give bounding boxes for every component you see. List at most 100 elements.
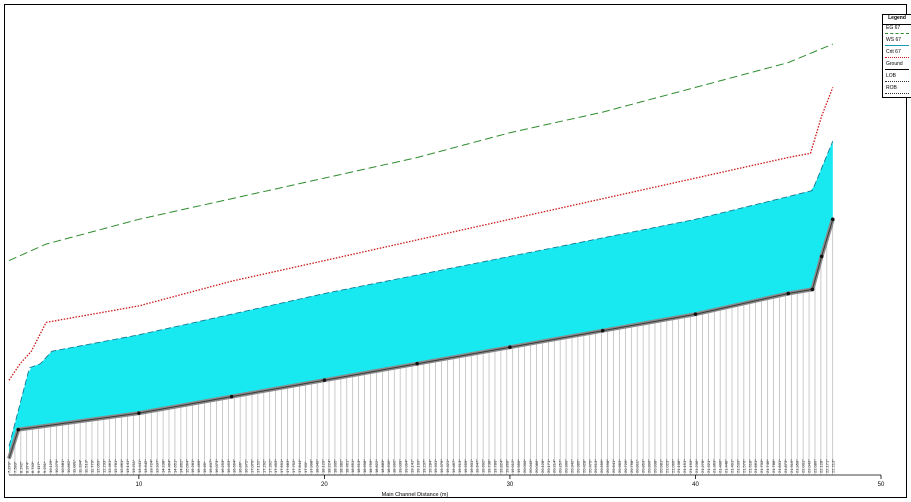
station-label: 19.421* [445,459,450,473]
station-label: 17.392* [267,459,272,473]
station-label: 20.683* [617,459,622,473]
station-label: 20.470* [587,459,592,473]
station-label: 21.533* [735,459,740,473]
station-label: 13.645* [143,459,148,473]
station-label: 21.236* [694,459,699,473]
station-label: 21.066* [670,459,675,473]
station-label: 19.237* [421,459,426,473]
station-label: 19.912* [510,459,515,473]
station-label: 17.752* [291,459,296,473]
station-label: 18.759* [368,459,373,473]
station-label: 18.129* [321,459,326,473]
station-label: 19.141* [409,459,414,473]
ground-point [786,291,791,296]
water-area [9,141,833,459]
station-label: 9.117* [36,461,41,473]
station-label: 21.788* [771,459,776,473]
station-label: 20.300* [564,459,569,473]
station-label: 15.281* [190,459,195,473]
legend-swatch [885,33,909,34]
station-label: 18.049* [315,459,320,473]
legend-entry-label: EG 67 [886,25,901,31]
chart-frame: 10 20 30 40 50 Main Channel Distance (m) 7.270… [4,4,911,498]
station-label: 17.90* [303,461,308,473]
station-label: 21.618* [747,459,752,473]
station-label: 17.844* [297,459,302,473]
station-label: 21.746* [765,459,770,473]
station-label: 18.551* [350,459,355,473]
series-ws [8,140,834,447]
x-axis-label: Main Channel Distance (m) [382,492,449,498]
x-tick-label: 30 [507,482,514,488]
station-label: 7.270* [7,461,12,473]
station-label: 14.862* [178,459,183,473]
station-label: 13.937* [155,459,160,473]
station-label: 10.581* [60,459,65,473]
station-label: 19.824* [498,459,503,473]
legend-entry: ROB [883,85,911,97]
legend-title: Legend [883,15,911,25]
ground-point [600,328,605,333]
station-label: 21.491* [730,459,735,473]
station-label: 22.171* [824,459,829,473]
ground-point [830,217,835,222]
station-label: 20.853* [641,459,646,473]
station-label: 20.257* [558,459,563,473]
station-label: 18.382* [338,459,343,473]
station-label: 19.094* [404,459,409,473]
station-label: 18.992* [392,459,397,473]
station-label: 18.224* [327,459,332,473]
station-label: 20.086* [534,459,539,473]
ground-point [415,361,419,366]
station-label: 19.284* [427,459,432,473]
station-label: 17.292* [261,459,266,473]
station-label: 12.781* [113,459,118,473]
station-label: 19.039* [398,459,403,473]
legend-entry-label: WS 67 [886,37,902,43]
station-label: 9.231* [42,461,47,473]
legend-swatch [885,93,909,94]
station-label: 10.279* [54,459,59,473]
station-label: 14.464* [167,459,172,473]
station-label: 16.253* [220,459,225,473]
station-label: 19.559* [463,459,468,473]
station-label: 21.448* [724,459,729,473]
station-label: 15.837* [208,459,213,473]
legend-entry-label: ROB [886,85,897,91]
station-label: 13.211* [131,459,136,473]
x-tick-label: 40 [692,482,699,488]
station-label: 16.453* [226,459,231,473]
station-label: 11.081* [72,459,77,473]
ground-point [810,287,815,292]
legend-swatch [885,45,909,46]
legend-swatch [885,81,909,82]
station-label: 20.513* [593,459,598,473]
station-label: 21.321* [706,459,711,473]
ground-point [693,312,698,316]
station-label: 20.128* [540,459,545,473]
station-label: 19.513* [457,459,462,473]
station-label: 22.086* [812,459,817,473]
station-label: 17.070* [249,459,254,473]
station-label: 20.428* [581,459,586,473]
station-label: 17.591* [279,459,284,473]
station-label: 19.692* [481,459,486,473]
station-label: 20.214* [552,459,557,473]
station-label: 8.242* [18,461,23,473]
station-label: 20.385* [575,459,580,473]
station-label: 21.151* [682,459,687,473]
station-label: 22.043* [807,459,812,473]
station-label: 19.331* [433,459,438,473]
station-label: 20.556* [599,459,604,473]
legend-entry: Ground [883,61,911,73]
ground-point [137,411,141,415]
legend-swatch [885,69,909,70]
station-label: 7.583* [12,461,17,473]
legend-entry-label: LOB [886,73,897,79]
station-label: 12.059* [95,459,100,473]
station-label: 18.305* [332,459,337,473]
station-label: 19.868* [504,459,509,473]
station-label: 21.363* [712,459,717,473]
station-label: 15.466* [196,459,201,473]
station-label: 15.65* [202,461,207,473]
